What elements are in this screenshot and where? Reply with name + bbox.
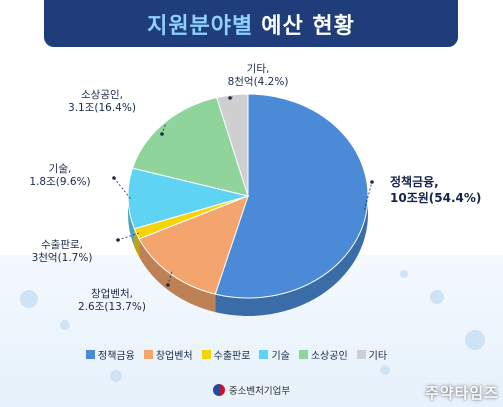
page-title-part2: 예산 현황 — [261, 13, 355, 39]
legend-swatch-2 — [201, 349, 211, 359]
slice-label-value-4: 3.1조(16.4%) — [68, 102, 136, 114]
legend-label-2: 수출판로 — [213, 350, 251, 362]
footer: 중소벤처기업부 — [0, 383, 503, 397]
slice-label-name-2: 수출판로, — [41, 239, 83, 251]
leader-dot-0 — [370, 180, 374, 184]
ministry-name: 중소벤처기업부 — [228, 386, 291, 397]
legend-swatch-5 — [356, 349, 366, 359]
slice-label-name-0: 정책금융, — [390, 174, 439, 189]
legend-item-4: 소상공인 — [298, 347, 348, 362]
leader-dot-1 — [166, 283, 170, 287]
legend-item-0: 정책금융 — [86, 347, 135, 362]
slice-label-value-0: 10조원(54.4%) — [390, 191, 481, 205]
leader-dot-5 — [228, 96, 232, 100]
slice-label-value-5: 8천억(4.2%) — [228, 76, 289, 88]
legend-item-2: 수출판로 — [201, 347, 251, 362]
pie-slices — [127, 93, 369, 299]
slice-labels: 정책금융, 10조원(54.4%) 창업벤처,2.6조(13.7%) 수출판로,3천억… — [29, 63, 481, 313]
slice-side-2 — [134, 228, 140, 257]
slice-4 — [131, 96, 249, 197]
slice-label-name-3: 기술, — [49, 163, 72, 175]
leader-lines — [112, 96, 374, 287]
legend-swatch-3 — [259, 349, 269, 359]
slice-label-value-2: 3천억(1.7%) — [32, 252, 93, 264]
slice-side-0 — [215, 196, 368, 317]
chart-legend: 정책금융 창업벤처 수출판로 기술 소상공인 기타 — [86, 346, 387, 362]
leader-dot-2 — [116, 238, 120, 242]
slice-1 — [138, 195, 249, 295]
leader-dot-4 — [160, 132, 164, 136]
title-bar: 지원분야별 예산 현황 — [44, 0, 458, 47]
pie-3d-sides — [128, 196, 368, 317]
leader-dot-3 — [112, 176, 116, 180]
legend-label-1: 창업벤처 — [155, 350, 193, 362]
legend-label-4: 소상공인 — [310, 350, 348, 362]
legend-label-3: 기술 — [271, 350, 290, 362]
slice-side-3 — [128, 196, 135, 247]
slice-side-1 — [139, 238, 216, 313]
slice-label-name-4: 소상공인, — [81, 89, 123, 101]
watermark: 주약타임즈 — [424, 384, 499, 402]
leader-line-3 — [113, 177, 131, 199]
slice-5 — [216, 93, 249, 197]
legend-item-1: 창업벤처 — [143, 347, 193, 362]
page-title-part1: 지원분야별 — [147, 13, 254, 39]
legend-item-3: 기술 — [259, 347, 290, 362]
slice-0 — [214, 93, 369, 299]
slice-label-name-1: 창업벤처, — [91, 287, 133, 300]
slice-label-name-5: 기타, — [247, 63, 270, 75]
legend-swatch-4 — [298, 349, 308, 359]
legend-label-0: 정책금융 — [98, 350, 135, 362]
slice-label-value-3: 1.8조(9.6%) — [29, 176, 90, 188]
slice-label-value-1: 2.6조(13.7%) — [78, 301, 146, 313]
legend-item-5: 기타 — [356, 347, 388, 362]
legend-label-5: 기타 — [368, 350, 388, 362]
government-logo-icon — [212, 384, 225, 396]
legend-swatch-0 — [86, 349, 95, 359]
legend-swatch-1 — [143, 349, 153, 359]
leader-line-0 — [364, 181, 373, 210]
